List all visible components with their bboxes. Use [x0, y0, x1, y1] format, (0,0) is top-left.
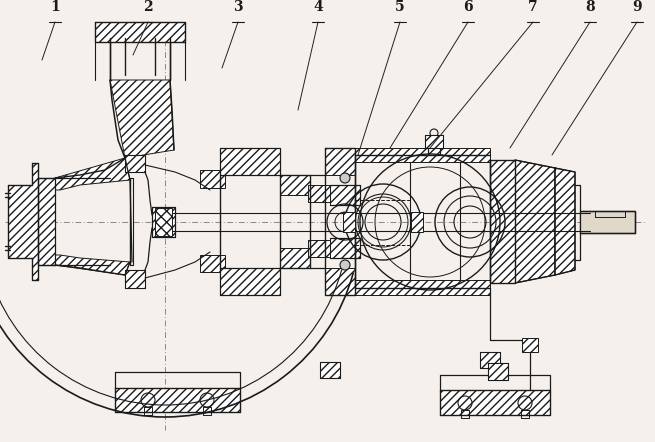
Polygon shape: [515, 160, 555, 283]
Polygon shape: [125, 155, 145, 172]
Text: 2: 2: [143, 0, 153, 14]
Text: 5: 5: [395, 0, 405, 14]
Polygon shape: [110, 80, 174, 158]
Polygon shape: [522, 338, 538, 352]
Polygon shape: [425, 135, 443, 148]
Polygon shape: [308, 240, 330, 257]
Polygon shape: [200, 170, 225, 188]
Polygon shape: [8, 163, 38, 280]
Polygon shape: [320, 362, 340, 378]
Polygon shape: [355, 148, 490, 162]
Polygon shape: [155, 208, 172, 236]
Polygon shape: [38, 178, 55, 265]
Polygon shape: [220, 268, 280, 295]
Bar: [580, 211, 635, 233]
Polygon shape: [490, 160, 515, 283]
Polygon shape: [55, 255, 130, 275]
Polygon shape: [555, 168, 575, 275]
Polygon shape: [355, 280, 490, 295]
Circle shape: [340, 173, 350, 183]
Text: 1: 1: [50, 0, 60, 14]
Text: 8: 8: [585, 0, 595, 14]
Text: 3: 3: [233, 0, 243, 14]
Polygon shape: [440, 390, 550, 415]
Polygon shape: [426, 135, 442, 143]
Text: 6: 6: [463, 0, 473, 14]
Polygon shape: [200, 255, 225, 272]
Polygon shape: [125, 270, 145, 288]
Text: 7: 7: [528, 0, 538, 14]
Polygon shape: [480, 352, 500, 368]
Polygon shape: [308, 185, 330, 202]
Polygon shape: [280, 175, 310, 195]
Polygon shape: [325, 268, 355, 295]
Circle shape: [340, 260, 350, 270]
Polygon shape: [152, 207, 175, 237]
Polygon shape: [343, 212, 355, 232]
Polygon shape: [330, 238, 360, 258]
Polygon shape: [55, 158, 130, 190]
Text: 4: 4: [313, 0, 323, 14]
Polygon shape: [95, 22, 185, 42]
Text: 9: 9: [632, 0, 642, 14]
Polygon shape: [488, 363, 508, 380]
Polygon shape: [330, 185, 360, 205]
Polygon shape: [115, 388, 240, 412]
Polygon shape: [411, 212, 423, 232]
Polygon shape: [280, 248, 310, 268]
Polygon shape: [325, 148, 355, 175]
Polygon shape: [220, 148, 280, 175]
